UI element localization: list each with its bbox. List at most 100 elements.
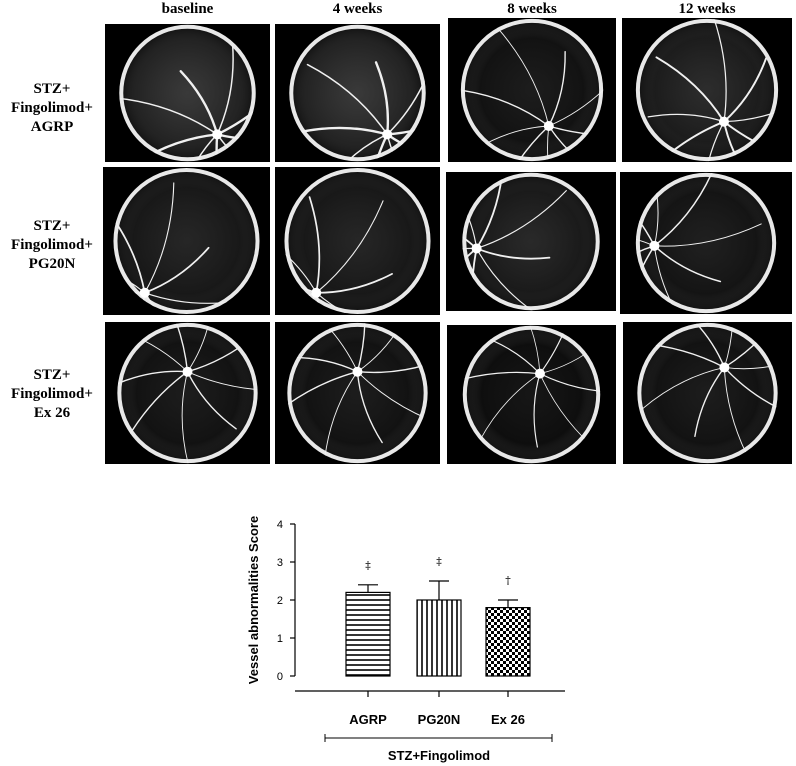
retinal-vessel <box>386 99 426 136</box>
retinal-vessel <box>179 70 219 136</box>
retinal-vessel <box>216 65 256 136</box>
retinal-vessel <box>215 133 237 162</box>
retinal-vessel <box>357 322 407 373</box>
row-label-line: Fingolimod+ <box>11 100 93 116</box>
fundus-image-ex26-8-weeks <box>447 325 616 464</box>
column-header-baseline: baseline <box>161 1 214 17</box>
retinal-vessel <box>548 68 604 127</box>
y-tick-label: 0 <box>277 671 283 683</box>
optic-disc <box>182 366 193 377</box>
retinal-vessel <box>296 126 389 136</box>
retinal-vessel <box>723 322 734 368</box>
row-label-pg20n: STZ+ Fingolimod+ PG20N <box>0 217 104 274</box>
retinal-vessel <box>653 172 713 247</box>
retinal-vessel <box>148 322 189 373</box>
retinal-vessel <box>324 371 358 459</box>
retinal-vessel <box>511 325 541 375</box>
optic-disc <box>719 362 730 373</box>
retinal-vessel <box>287 371 359 426</box>
retinal-vessel <box>356 371 383 444</box>
retinal-vessel <box>635 231 655 247</box>
fundus-image-ex26-4-weeks <box>275 322 440 464</box>
retinal-vessel <box>694 366 726 438</box>
bar-ex-26 <box>485 607 531 677</box>
retinal-vessel <box>113 259 146 294</box>
retinal-vessel <box>678 322 726 369</box>
fundus-disc <box>639 324 776 462</box>
fundus-disc <box>637 174 775 312</box>
retinal-vessel <box>365 133 389 162</box>
fundus-image-agrp-12-weeks <box>622 18 792 162</box>
retinal-vessel <box>113 292 146 315</box>
fundus-rim <box>289 24 426 162</box>
significance-mark: ‡ <box>365 559 371 572</box>
fundus-disc <box>115 169 258 313</box>
x-category-label: Ex 26 <box>491 712 525 727</box>
y-tick-label: 1 <box>277 633 283 645</box>
retinal-vessel <box>186 324 258 373</box>
retinal-vessel <box>315 200 384 294</box>
retinal-vessel <box>113 205 146 294</box>
fundus-disc <box>464 327 599 462</box>
retinal-vessel <box>187 322 214 373</box>
row-label-line: Fingolimod+ <box>11 386 93 402</box>
retinal-vessel <box>386 133 426 162</box>
row-label-ex26: STZ+ Fingolimod+ Ex 26 <box>0 366 104 423</box>
optic-disc <box>649 240 660 251</box>
retinal-vessel <box>462 371 541 390</box>
fundus-disc <box>289 324 426 462</box>
retinal-vessel <box>547 125 562 162</box>
retinal-vessel <box>655 56 725 123</box>
retinal-vessel <box>635 172 656 247</box>
retinal-vessel <box>180 133 218 162</box>
x-category-label: PG20N <box>418 712 461 727</box>
optic-disc <box>139 287 150 298</box>
retinal-vessel <box>308 196 321 294</box>
retinal-vessel <box>497 27 550 127</box>
fundus-rim <box>113 167 260 315</box>
retinal-vessel <box>548 51 566 127</box>
retinal-vessel <box>723 366 778 419</box>
optic-disc <box>352 366 363 377</box>
retinal-vessel <box>635 120 725 162</box>
fundus-rim <box>284 167 431 315</box>
fundus-image-pg20n-8-weeks <box>446 172 616 311</box>
fundus-image-pg20n-baseline <box>103 167 270 315</box>
row-label-line: Fingolimod+ <box>11 237 93 253</box>
retinal-vessel <box>476 247 539 311</box>
retinal-vessel <box>635 245 656 314</box>
optic-disc <box>471 243 482 254</box>
retinal-vessel <box>653 223 762 247</box>
retinal-vessel <box>315 273 393 294</box>
fundus-rim <box>119 24 256 162</box>
fundus-disc <box>637 20 777 160</box>
bar-agrp <box>345 591 391 677</box>
significance-mark: ‡ <box>436 555 442 568</box>
row-label-line: Ex 26 <box>33 405 71 421</box>
fundus-image-agrp-4-weeks <box>275 24 440 162</box>
retinal-vessel <box>533 373 541 448</box>
retinal-vessel <box>329 133 388 162</box>
column-header-8-weeks: 8 weeks <box>507 1 557 17</box>
column-header-12-weeks: 12 weeks <box>678 1 736 17</box>
retinal-vessel <box>284 277 318 294</box>
y-tick-label: 2 <box>277 595 283 607</box>
fundus-disc <box>462 20 602 160</box>
retinal-vessel <box>641 366 725 410</box>
retinal-vessel <box>186 371 237 430</box>
retinal-vessel <box>701 121 725 162</box>
row-label-line: STZ+ <box>33 81 71 97</box>
fundus-rim <box>635 18 779 162</box>
retinal-vessel <box>386 57 426 136</box>
y-tick-label: 3 <box>277 557 283 569</box>
significance-mark: † <box>505 574 511 587</box>
retinal-vessel <box>723 358 778 370</box>
retinal-vessel <box>117 370 189 386</box>
retinal-vessel <box>462 198 478 250</box>
retinal-vessel <box>144 182 175 294</box>
retinal-vessel <box>113 291 146 315</box>
fundus-rim <box>462 325 601 464</box>
retinal-vessel <box>306 63 388 136</box>
retinal-vessel <box>476 190 567 250</box>
retinal-vessel <box>141 291 153 315</box>
